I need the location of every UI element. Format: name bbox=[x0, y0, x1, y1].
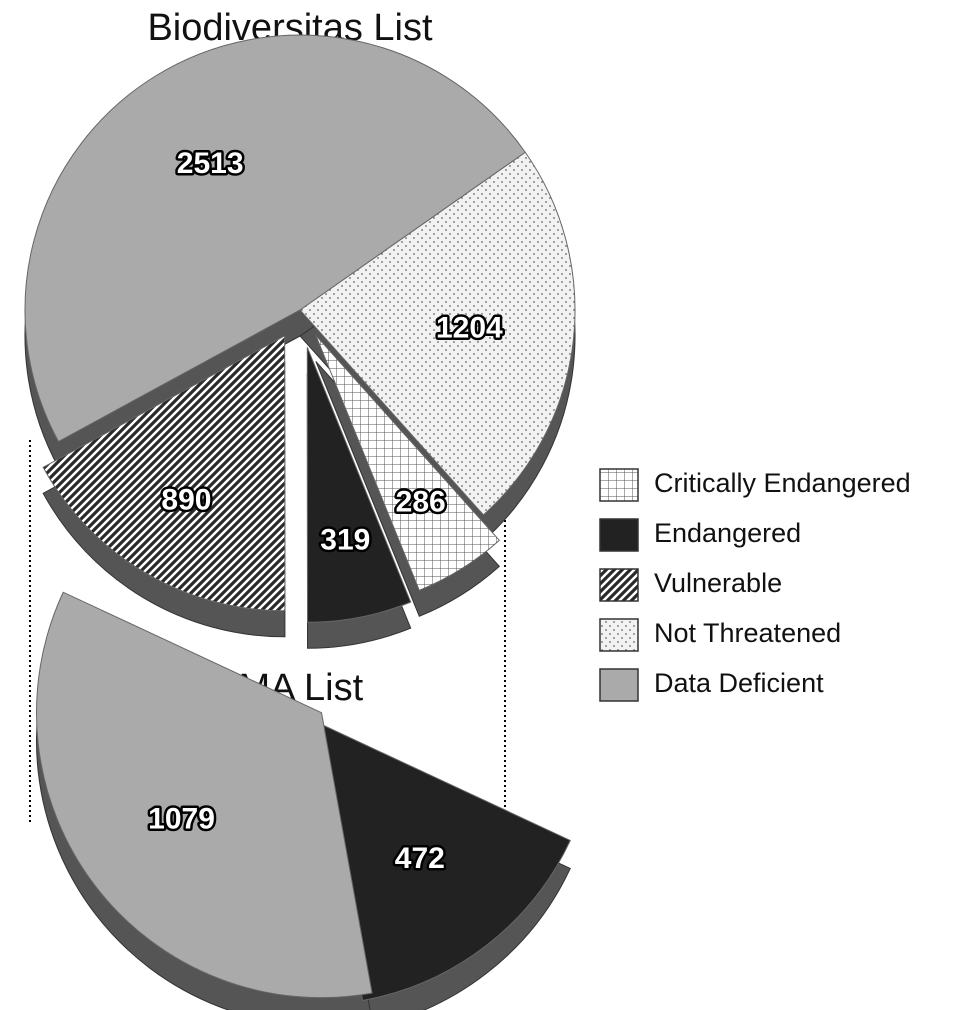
legend-label: Critically Endangered bbox=[654, 468, 911, 498]
legend-label: Vulnerable bbox=[654, 568, 782, 598]
slice bbox=[36, 591, 373, 999]
data-label: 286 bbox=[396, 485, 446, 518]
legend-label: Endangered bbox=[654, 518, 801, 548]
data-label: 1079 bbox=[148, 802, 215, 835]
legend-swatch bbox=[599, 618, 639, 652]
legend-swatch bbox=[599, 468, 639, 502]
data-label: 319 bbox=[320, 524, 370, 557]
data-label: 2513 bbox=[177, 147, 244, 180]
slice bbox=[315, 335, 501, 591]
slice bbox=[24, 34, 526, 443]
legend-swatch bbox=[599, 568, 639, 602]
slice bbox=[311, 719, 571, 1002]
data-label: 890 bbox=[161, 483, 211, 516]
slice bbox=[306, 347, 412, 623]
legend-label: Data Deficient bbox=[654, 668, 824, 698]
legend-label: Not Threatened bbox=[654, 618, 841, 648]
legend-swatch bbox=[599, 518, 639, 552]
legend-swatch bbox=[599, 668, 639, 702]
slice bbox=[42, 334, 286, 612]
slice bbox=[299, 151, 576, 516]
data-label: 472 bbox=[395, 842, 445, 875]
data-label: 1204 bbox=[436, 311, 503, 344]
